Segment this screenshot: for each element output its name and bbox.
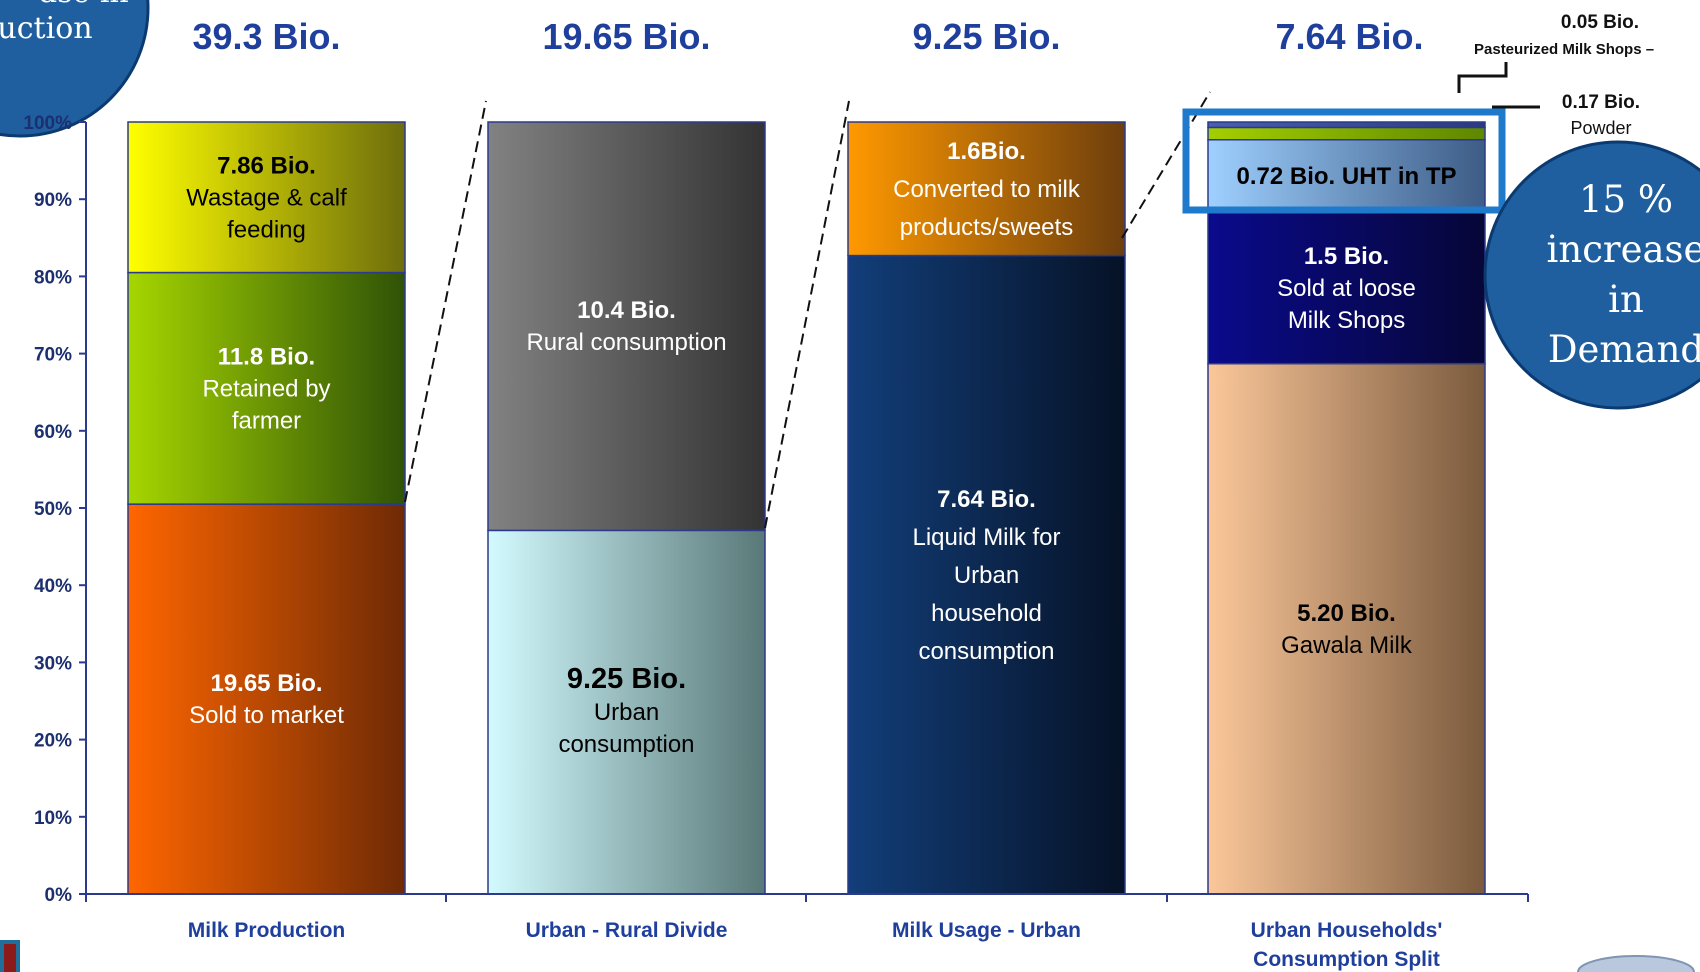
segment-description: Urban xyxy=(954,562,1019,589)
x-axis: Milk Production Urban - Rural Divide Milk … xyxy=(85,893,1529,971)
bar-segment xyxy=(847,254,1126,895)
demand-line-4: Demand xyxy=(1548,328,1700,371)
bar-segment xyxy=(487,121,766,532)
segment-description: Milk Shops xyxy=(1288,307,1405,334)
segment-description: Rural consumption xyxy=(526,329,726,356)
segment-description: farmer xyxy=(232,407,301,434)
bottom-left-logo xyxy=(0,940,20,972)
y-tick-label: 10% xyxy=(34,808,72,829)
segment-value-label: 5.20 Bio. xyxy=(1297,600,1396,627)
segment-value-label: 9.25 Bio. xyxy=(567,663,686,695)
category-label-urban-households-consumption-split: Urban Households' xyxy=(1251,919,1443,942)
y-tick-label: 70% xyxy=(34,345,72,366)
powder-value: 0.17 Bio. xyxy=(1562,92,1640,113)
bottom-right-logo xyxy=(1577,955,1695,972)
column-total: 19.65 Bio. xyxy=(542,16,710,57)
pasteurized-label: Pasteurized Milk Shops – xyxy=(1474,41,1654,58)
bar-segment xyxy=(1207,139,1486,214)
segment-description: products/sweets xyxy=(900,214,1073,241)
pasteurized-bracket xyxy=(1457,62,1508,93)
category-label-milk-production: Milk Production xyxy=(188,919,346,942)
demand-line-2: increase xyxy=(1547,228,1700,271)
demand-line-3: in xyxy=(1608,278,1644,321)
bar-milk-production: 19.65 Bio. Sold to market 11.8 Bio. Retaine… xyxy=(127,121,406,895)
category-label-urban-rural-divide: Urban - Rural Divide xyxy=(526,919,728,942)
segment-value-label: 1.6Bio. xyxy=(947,138,1026,165)
bubble-tl-line-1: ase in xyxy=(39,0,129,10)
segment-value-label: 0.72 Bio. UHT in TP xyxy=(1236,163,1456,190)
column-totals: 39.3 Bio. 19.65 Bio. 9.25 Bio. 7.64 Bio. xyxy=(192,16,1423,57)
demand-increase-bubble: 15 % increase in Demand xyxy=(1483,140,1700,410)
segment-description: Urban xyxy=(594,699,659,726)
y-tick-label: 0% xyxy=(45,885,73,906)
bars: 19.65 Bio. Sold to market 11.8 Bio. Retaine… xyxy=(127,121,1486,895)
y-tick-label: 100% xyxy=(23,113,72,134)
y-tick-label: 30% xyxy=(34,653,72,674)
y-tick-label: 50% xyxy=(34,499,72,520)
segment-description: Retained by xyxy=(202,375,330,402)
category-label-milk-usage-urban: Milk Usage - Urban xyxy=(892,919,1081,942)
bar-segment xyxy=(1207,126,1486,141)
demand-line-1: 15 % xyxy=(1579,178,1673,221)
pasteurized-value: 0.05 Bio. xyxy=(1561,12,1639,33)
y-tick-label: 90% xyxy=(34,190,72,211)
y-tick-label: 80% xyxy=(34,267,72,288)
connector-lines xyxy=(404,91,1211,529)
segment-value-label: 19.65 Bio. xyxy=(210,670,322,697)
segment-description: Sold to market xyxy=(189,702,344,729)
bar-urban-rural-divide: 9.25 Bio. Urban consumption 10.4 Bio. Rural … xyxy=(487,121,766,895)
segment-description: Converted to milk xyxy=(893,176,1081,203)
pasteurized-callout: 0.05 Bio. Pasteurized Milk Shops – xyxy=(1457,12,1654,93)
bar-milk-usage-urban: 7.64 Bio. Liquid Milk for Urban household co… xyxy=(847,121,1126,895)
connector-2-top xyxy=(764,100,850,529)
y-tick-label: 20% xyxy=(34,731,72,752)
powder-callout: 0.17 Bio. Powder xyxy=(1492,92,1640,138)
column-total: 9.25 Bio. xyxy=(912,16,1060,57)
powder-label: Powder xyxy=(1570,118,1631,138)
bar-segment xyxy=(1207,362,1486,895)
segment-description: Gawala Milk xyxy=(1281,632,1413,659)
segment-description: Sold at loose xyxy=(1277,275,1416,302)
segment-description: Liquid Milk for xyxy=(912,524,1060,551)
segment-description: feeding xyxy=(227,216,306,243)
segment-value-label: 10.4 Bio. xyxy=(577,297,676,324)
bar-segment xyxy=(1207,211,1486,365)
y-axis: 0% 10% 20% 30% 40% 50% 60% 70% 80% 90% 100% xyxy=(23,113,87,906)
segment-description: Wastage & calf xyxy=(186,184,347,211)
column-total: 39.3 Bio. xyxy=(192,16,340,57)
column-total: 7.64 Bio. xyxy=(1275,16,1423,57)
segment-value-label: 11.8 Bio. xyxy=(218,343,315,370)
bar-segment xyxy=(1207,121,1486,129)
connector-1-top xyxy=(404,100,487,503)
segment-value-label: 7.86 Bio. xyxy=(217,152,316,179)
segment-description: consumption xyxy=(558,731,694,758)
y-tick-label: 60% xyxy=(34,422,72,443)
bubble-tl-line-2: uction xyxy=(0,11,93,46)
increase-in-production-bubble: ase in uction xyxy=(0,0,150,138)
bar-segment xyxy=(847,121,1126,257)
segment-value-label: 1.5 Bio. xyxy=(1304,243,1389,270)
bar-segment xyxy=(127,503,406,895)
uht-highlight-frame xyxy=(1182,108,1506,214)
y-tick-label: 40% xyxy=(34,576,72,597)
category-label-urban-households-consumption-split: Consumption Split xyxy=(1253,948,1440,971)
bar-segment xyxy=(127,121,406,274)
bar-segment xyxy=(127,271,406,505)
bar-urban-households-consumption-split: 5.20 Bio. Gawala Milk 1.5 Bio. Sold at loos… xyxy=(1207,121,1486,895)
bar-segment xyxy=(487,529,766,895)
segment-description: consumption xyxy=(918,638,1054,665)
connector-3-top xyxy=(1121,91,1211,239)
segment-value-label: 7.64 Bio. xyxy=(937,486,1036,513)
segment-description: household xyxy=(931,600,1042,627)
